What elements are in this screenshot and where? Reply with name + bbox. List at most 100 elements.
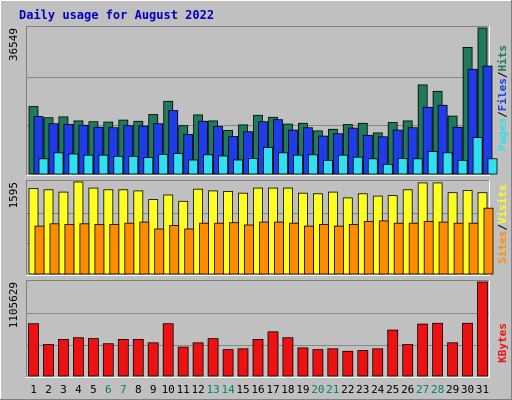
bar-pages bbox=[38, 158, 49, 175]
bar-kbytes bbox=[297, 347, 309, 377]
bar-pages bbox=[457, 159, 468, 175]
legend-entry-kbytes: KBytes bbox=[496, 323, 509, 363]
legend-entry-sites: Sites bbox=[496, 231, 509, 264]
chart-panels: 36549Pages/Files/Hits1595Sites/Visits110… bbox=[7, 26, 509, 378]
x-tick-label: 11 bbox=[177, 383, 190, 396]
bar-kbytes bbox=[73, 337, 84, 377]
panel-kbytes: 1105629 KBytes bbox=[7, 280, 509, 378]
bar-sites bbox=[483, 207, 494, 275]
bar-pages bbox=[307, 154, 318, 175]
bar-files bbox=[93, 126, 104, 175]
x-tick-label: 1 bbox=[30, 383, 37, 396]
bar-pages bbox=[367, 158, 378, 175]
panel-visits_sites: 1595 Sites/Visits bbox=[7, 180, 509, 276]
series-sites bbox=[34, 207, 494, 275]
bar-sites bbox=[318, 223, 329, 275]
legend-entry-hits: Hits bbox=[496, 45, 509, 72]
x-tick-label: 9 bbox=[150, 383, 157, 396]
bar-kbytes bbox=[372, 348, 384, 377]
bar-kbytes bbox=[357, 350, 369, 377]
x-tick-label: 10 bbox=[162, 383, 175, 396]
x-axis-tick-labels: 1 2 3 4 5 6 7 8 9 10 11 12 13 14 15 16 17 18 19 20 21 22 23 24 2… bbox=[30, 383, 489, 396]
bar-sites bbox=[64, 223, 75, 275]
bar-pages bbox=[128, 155, 139, 175]
bar-files bbox=[288, 129, 298, 175]
bar-kbytes bbox=[447, 342, 459, 377]
bar-sites bbox=[408, 222, 419, 275]
bar-pages bbox=[173, 153, 184, 175]
bar-pages bbox=[83, 154, 94, 175]
x-tick-label: 19 bbox=[296, 383, 309, 396]
bar-kbytes bbox=[282, 337, 294, 377]
bar-kbytes bbox=[327, 348, 339, 377]
bar-sites bbox=[289, 222, 299, 275]
bar-pages bbox=[188, 159, 199, 175]
bar-pages bbox=[278, 152, 288, 175]
bar-pages bbox=[427, 151, 438, 175]
bar-kbytes bbox=[267, 331, 279, 377]
bar-kbytes bbox=[387, 329, 399, 377]
bar-pages bbox=[233, 159, 244, 175]
bar-kbytes bbox=[237, 348, 249, 377]
bar-files bbox=[347, 127, 358, 175]
bar-pages bbox=[203, 154, 214, 175]
bar-files bbox=[437, 104, 448, 175]
legend-visits_sites: Sites/Visits bbox=[496, 184, 509, 264]
x-tick-label: 4 bbox=[75, 383, 82, 396]
legend-separator: / bbox=[496, 71, 509, 78]
bar-kbytes bbox=[342, 350, 354, 377]
x-tick-label: 8 bbox=[135, 383, 142, 396]
x-tick-label: 5 bbox=[90, 383, 97, 396]
bar-kbytes bbox=[312, 349, 324, 377]
bar-kbytes bbox=[432, 322, 444, 377]
bar-kbytes bbox=[477, 281, 488, 377]
bar-files bbox=[108, 127, 119, 175]
bar-kbytes bbox=[132, 338, 144, 377]
y-axis-max-label: 1595 bbox=[7, 182, 20, 209]
bar-sites bbox=[199, 222, 210, 275]
bar-sites bbox=[154, 228, 165, 275]
series-files bbox=[33, 65, 493, 175]
bar-sites bbox=[124, 222, 135, 275]
series-hits bbox=[28, 27, 488, 175]
x-tick-label: 16 bbox=[251, 383, 264, 396]
bar-kbytes bbox=[222, 349, 234, 377]
bar-pages bbox=[143, 157, 154, 175]
bar-pages bbox=[337, 154, 348, 175]
bar-pages bbox=[322, 159, 333, 175]
bar-sites bbox=[109, 223, 120, 275]
x-tick-label: 2 bbox=[45, 383, 52, 396]
bar-files bbox=[123, 125, 134, 175]
bar-sites bbox=[139, 221, 150, 275]
bar-files bbox=[422, 106, 433, 175]
x-tick-label: 14 bbox=[221, 383, 235, 396]
bar-files bbox=[138, 125, 149, 175]
bar-sites bbox=[348, 223, 359, 275]
x-tick-label: 21 bbox=[326, 383, 339, 396]
legend-entry-pages: Pages bbox=[496, 118, 509, 151]
x-tick-label: 26 bbox=[401, 383, 414, 396]
x-tick-label: 13 bbox=[206, 383, 219, 396]
series-pages bbox=[38, 137, 498, 175]
bar-files bbox=[273, 119, 283, 175]
x-tick-label: 31 bbox=[476, 383, 489, 396]
bar-pages bbox=[68, 153, 79, 175]
x-tick-label: 25 bbox=[386, 383, 399, 396]
bar-kbytes bbox=[207, 338, 219, 377]
bar-pages bbox=[382, 163, 393, 175]
bar-sites bbox=[468, 222, 479, 275]
bar-sites bbox=[184, 228, 195, 275]
bar-files bbox=[198, 120, 209, 175]
bar-pages bbox=[98, 154, 109, 175]
bar-kbytes bbox=[147, 342, 159, 377]
bar-pages bbox=[293, 154, 303, 175]
bar-sites bbox=[333, 225, 344, 275]
bar-pages bbox=[352, 156, 363, 175]
bar-files bbox=[228, 136, 239, 175]
bar-sites bbox=[378, 220, 389, 275]
bar-pages bbox=[218, 155, 229, 175]
bar-kbytes bbox=[402, 344, 414, 377]
bar-sites bbox=[423, 221, 434, 275]
